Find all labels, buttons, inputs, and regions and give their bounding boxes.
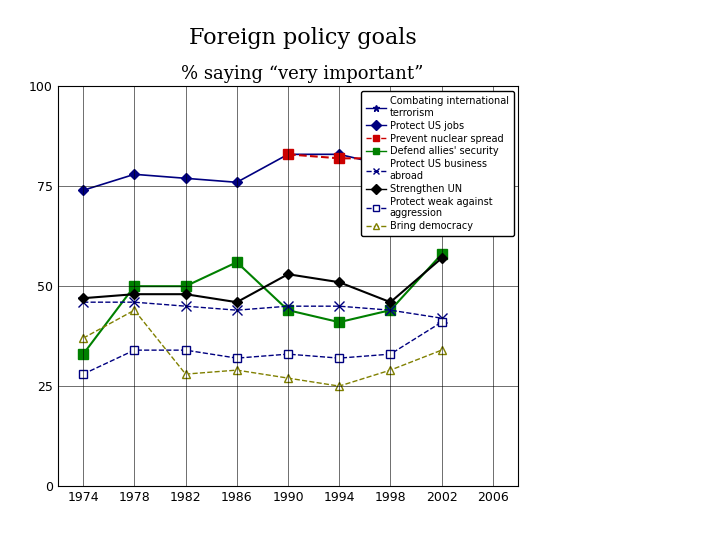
Protect weak against
aggression (335, 355, 343, 361)
Protect weak against
aggression (437, 319, 446, 326)
Bring democracy (181, 371, 190, 377)
Bring democracy (130, 307, 139, 313)
Bring democracy (437, 347, 446, 353)
Strengthen UN (130, 291, 139, 298)
Defend allies' security (437, 251, 446, 258)
Combating international
terrorism (437, 119, 446, 126)
Protect weak against
aggression (386, 351, 395, 357)
Combating international
terrorism (386, 175, 395, 181)
Prevent nuclear spread (284, 151, 292, 158)
Protect US jobs (181, 175, 190, 181)
Protect US jobs (284, 151, 292, 158)
Protect weak against
aggression (233, 355, 241, 361)
Defend allies' security (284, 307, 292, 313)
Strengthen UN (79, 295, 88, 301)
Protect US business
abroad (437, 315, 446, 321)
Strengthen UN (335, 279, 343, 286)
Line: Prevent nuclear spread: Prevent nuclear spread (283, 122, 446, 163)
Prevent nuclear spread (437, 123, 446, 130)
Protect US jobs (335, 151, 343, 158)
Line: Combating international
terrorism: Combating international terrorism (385, 117, 447, 184)
Protect US jobs (437, 143, 446, 150)
Line: Strengthen UN: Strengthen UN (80, 255, 445, 306)
Text: % saying “very important”: % saying “very important” (181, 65, 423, 83)
Bring democracy (233, 367, 241, 373)
Defend allies' security (130, 283, 139, 289)
Strengthen UN (386, 299, 395, 306)
Line: Protect weak against
aggression: Protect weak against aggression (79, 318, 446, 379)
Protect US business
abroad (181, 303, 190, 309)
Prevent nuclear spread (386, 155, 395, 161)
Protect weak against
aggression (79, 371, 88, 377)
Defend allies' security (233, 259, 241, 266)
Protect US business
abroad (79, 299, 88, 306)
Line: Protect US jobs: Protect US jobs (80, 143, 445, 194)
Protect US jobs (79, 187, 88, 193)
Protect US business
abroad (386, 307, 395, 313)
Protect US business
abroad (130, 299, 139, 306)
Bring democracy (79, 335, 88, 341)
Line: Defend allies' security: Defend allies' security (78, 249, 446, 359)
Bring democracy (284, 375, 292, 381)
Protect weak against
aggression (181, 347, 190, 353)
Defend allies' security (79, 351, 88, 357)
Bring democracy (386, 367, 395, 373)
Text: Foreign policy goals: Foreign policy goals (189, 27, 416, 49)
Strengthen UN (233, 299, 241, 306)
Protect US business
abroad (284, 303, 292, 309)
Defend allies' security (335, 319, 343, 326)
Defend allies' security (181, 283, 190, 289)
Line: Protect US business
abroad: Protect US business abroad (78, 298, 446, 323)
Line: Bring democracy: Bring democracy (79, 306, 446, 390)
Protect US jobs (386, 163, 395, 170)
Strengthen UN (284, 271, 292, 278)
Protect weak against
aggression (284, 351, 292, 357)
Strengthen UN (181, 291, 190, 298)
Strengthen UN (437, 255, 446, 261)
Protect US business
abroad (233, 307, 241, 313)
Prevent nuclear spread (335, 155, 343, 161)
Protect US jobs (233, 179, 241, 186)
Protect US business
abroad (335, 303, 343, 309)
Protect weak against
aggression (130, 347, 139, 353)
Defend allies' security (386, 307, 395, 313)
Protect US jobs (130, 171, 139, 178)
Bring democracy (335, 383, 343, 389)
Legend: Combating international
terrorism, Protect US jobs, Prevent nuclear spread, Defe: Combating international terrorism, Prote… (361, 91, 513, 236)
